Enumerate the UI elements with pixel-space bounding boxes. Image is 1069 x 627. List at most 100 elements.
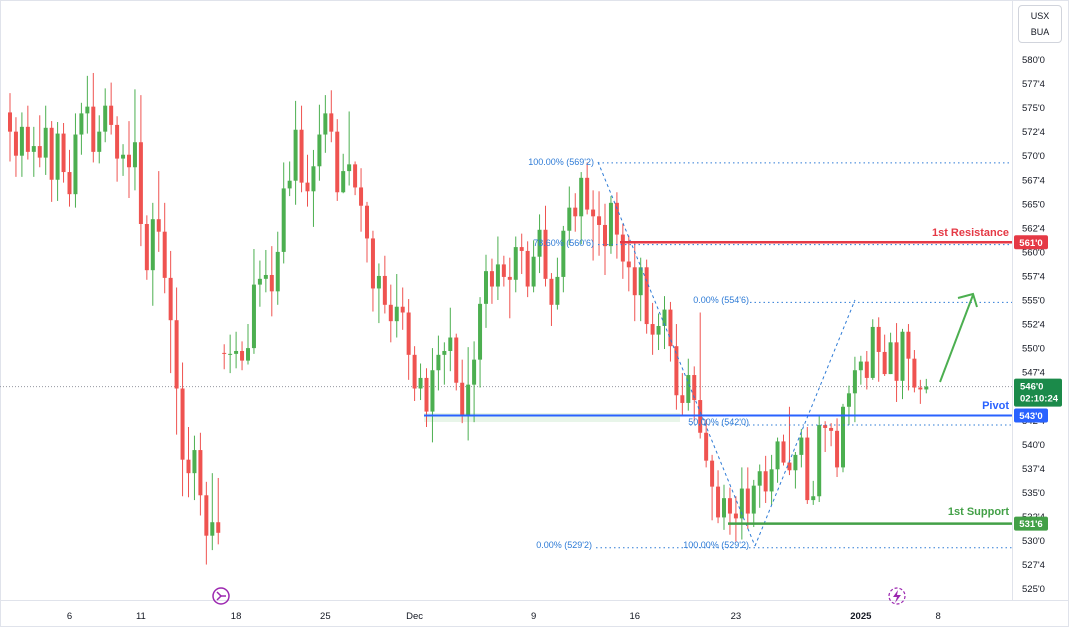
candle: [519, 233, 524, 275]
candle: [680, 373, 685, 416]
candle-body: [924, 386, 929, 390]
candle-body: [466, 384, 471, 417]
candle: [263, 249, 268, 293]
price-tick-label: 527'4: [1022, 560, 1045, 571]
candle-body: [484, 271, 488, 304]
candle-body: [19, 126, 24, 156]
candle-body: [531, 256, 536, 287]
candle-body: [549, 278, 554, 305]
candle-body: [216, 522, 221, 533]
candle-body: [192, 450, 197, 474]
candle-body: [882, 351, 887, 375]
candle: [67, 149, 72, 207]
candle: [109, 82, 114, 135]
candle: [763, 455, 768, 503]
candle: [620, 224, 625, 279]
candle: [341, 153, 346, 194]
candle-body: [210, 522, 215, 536]
candle-body: [103, 105, 108, 132]
candle: [484, 254, 488, 328]
candle-body: [269, 274, 274, 292]
time-tick-label: 16: [629, 611, 640, 622]
candle-body: [293, 129, 298, 181]
candle: [25, 105, 30, 160]
candle: [662, 296, 667, 350]
candle: [716, 470, 721, 524]
symbol-badge[interactable]: USX BUA: [1018, 5, 1062, 43]
countdown-text: 02:10:24: [1020, 394, 1059, 405]
candle-body: [370, 238, 375, 289]
replay-icon[interactable]: [212, 587, 230, 605]
time-tick-label: 23: [731, 611, 742, 622]
forecast-arrow: [939, 292, 978, 383]
price-tick-label: 575'0: [1022, 103, 1045, 114]
candle-body: [591, 209, 596, 217]
price-tick-label: 570'0: [1022, 151, 1045, 162]
candle: [370, 230, 375, 312]
candle: [305, 154, 310, 207]
candle: [466, 347, 471, 441]
candle-body: [841, 406, 845, 468]
candle-body: [67, 172, 72, 195]
event-flash-icon[interactable]: [888, 587, 906, 605]
candle: [829, 423, 834, 447]
candle: [846, 385, 851, 426]
time-tick-label: 11: [136, 611, 146, 622]
candle-body: [722, 498, 726, 518]
candle: [335, 119, 340, 201]
candle-body: [388, 304, 393, 322]
candle: [257, 260, 262, 307]
price-tick-label: 555'0: [1022, 296, 1045, 307]
candle-body: [626, 261, 631, 268]
candle-body: [79, 113, 84, 135]
candle-body: [519, 247, 524, 251]
candle-body: [888, 342, 893, 375]
candle-body: [121, 154, 126, 159]
price-tick-label: 525'0: [1022, 584, 1045, 595]
candle-body: [495, 264, 500, 287]
candle-body: [727, 498, 732, 514]
price-tick-label: 535'0: [1022, 488, 1045, 499]
candle-body: [240, 350, 245, 361]
candle-body: [567, 207, 572, 231]
candle-body: [8, 112, 12, 132]
candle-body: [781, 441, 786, 463]
candle: [156, 171, 161, 252]
candle-body: [365, 205, 369, 239]
candle-body: [180, 388, 185, 460]
candle-body: [55, 133, 60, 180]
candle: [442, 342, 447, 385]
candle: [638, 257, 643, 322]
candle: [400, 287, 405, 330]
price-tick-label: 572'4: [1022, 127, 1045, 138]
candle-body: [430, 370, 435, 412]
candle-body: [674, 346, 679, 396]
candle-body: [537, 229, 542, 257]
candle-body: [406, 312, 411, 355]
last-price-text: 546'0: [1020, 382, 1043, 393]
candle-body: [37, 146, 42, 158]
candle-body: [811, 496, 816, 501]
time-axis[interactable]: 6 11 18 25 Dec 9 16 23 2025 8: [67, 611, 941, 622]
candle: [513, 236, 518, 293]
candle: [240, 341, 245, 371]
candle: [103, 88, 108, 143]
price-tick-label: 560'0: [1022, 247, 1045, 258]
candle: [608, 196, 613, 254]
candle: [793, 451, 798, 489]
fib-retracement-b: 0.00% (529'2) 100.00% (529'2): [536, 299, 1012, 550]
candle: [811, 480, 816, 505]
price-axis[interactable]: 580'0 577'4 575'0 572'4 570'0 567'4 565'0 562'4…: [1022, 55, 1045, 595]
price-tick-label: 540'0: [1022, 440, 1045, 451]
candle-body: [109, 105, 114, 125]
candle: [799, 428, 804, 468]
candle: [924, 378, 929, 394]
price-tick-label: 552'4: [1022, 320, 1045, 331]
candle-body: [668, 309, 673, 347]
candle: [138, 95, 143, 247]
candle-body: [817, 425, 822, 497]
support-badge-text: 531'6: [1019, 519, 1042, 530]
candle: [311, 149, 316, 227]
price-tick-label: 550'0: [1022, 344, 1045, 355]
